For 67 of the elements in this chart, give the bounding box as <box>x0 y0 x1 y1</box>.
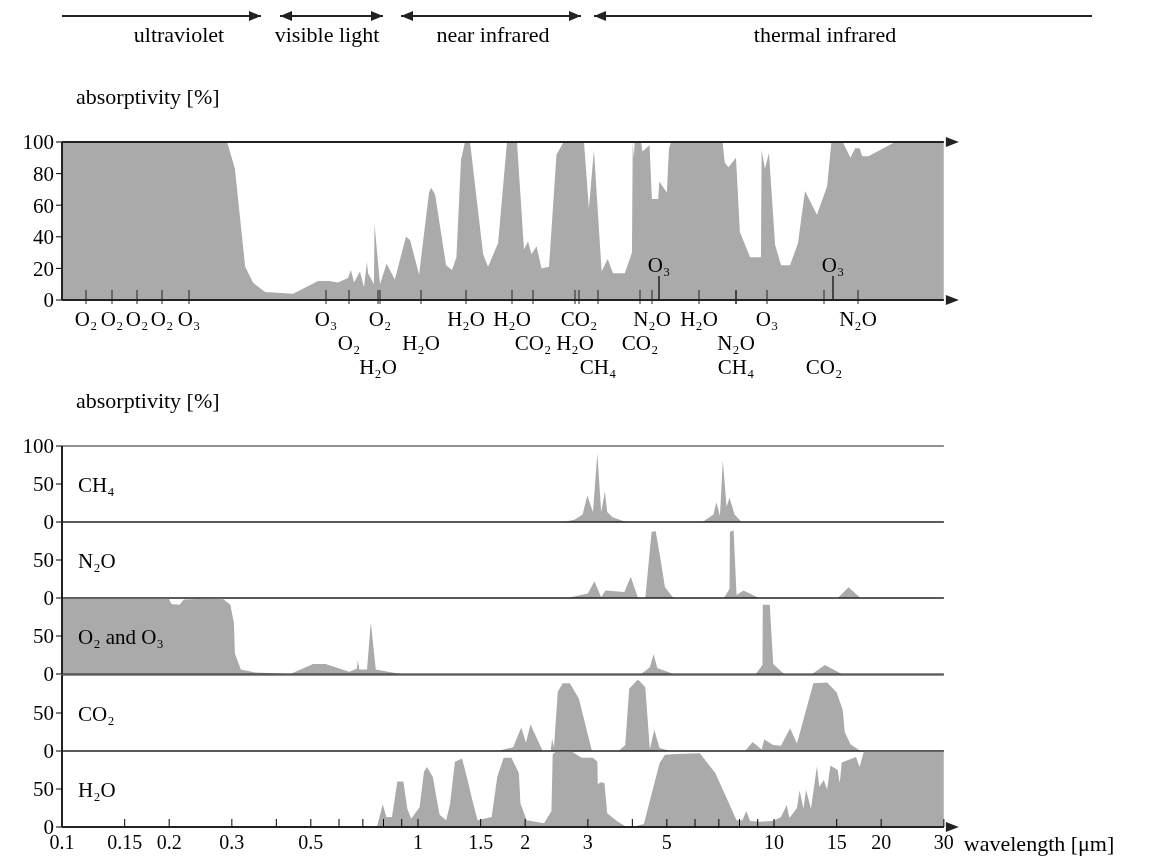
y-tick-label: 60 <box>33 193 54 218</box>
text: H₂O <box>402 331 440 355</box>
y-tick-label: 80 <box>33 162 54 187</box>
text: O₃ <box>314 307 338 331</box>
text: O₂ <box>337 331 361 355</box>
text: N₂O <box>839 307 877 331</box>
y-tick-label: 20 <box>33 256 54 281</box>
x-tick-label: 15 <box>826 831 847 853</box>
x-tick-label: 1 <box>413 831 423 853</box>
x-tick-label: 0.15 <box>107 831 143 853</box>
text: CO₂ <box>560 307 598 331</box>
y-tick-label: 0 <box>43 288 54 313</box>
y-axis-title: absorptivity [%] <box>76 84 220 110</box>
y-axis-title: absorptivity [%] <box>76 388 220 414</box>
text: ultraviolet <box>132 22 226 48</box>
y-tick-label: 50 <box>33 777 54 802</box>
text: CO₂ <box>621 331 659 355</box>
text: N₂O <box>78 549 116 573</box>
x-tick-label: 1.5 <box>468 831 494 853</box>
text: H₂O <box>493 307 531 331</box>
x-tick-label: 2 <box>520 831 531 853</box>
text: CO₂ <box>805 355 843 379</box>
text: O₂ <box>125 307 149 331</box>
text: CH₄ <box>717 355 755 379</box>
x-tick-label: 20 <box>871 831 892 853</box>
y-tick-label: 0 <box>43 662 54 687</box>
y-tick-label: 50 <box>33 472 54 497</box>
x-axis-title: wavelength [μm] <box>963 831 1115 857</box>
y-tick-label: 50 <box>33 624 54 649</box>
y-tick-label: 50 <box>33 701 54 726</box>
text: CO₂ <box>514 331 552 355</box>
text: N₂O <box>717 331 755 355</box>
text: visible light <box>273 22 381 48</box>
y-tick-label: 40 <box>33 225 54 250</box>
text: CH₄ <box>579 355 617 379</box>
text: H₂O <box>556 331 594 355</box>
text: O₂ <box>368 307 392 331</box>
text: H₂O <box>680 307 718 331</box>
annotation: O₃ <box>821 253 845 277</box>
y-tick-label: 0 <box>43 739 54 764</box>
x-tick-label: 0.2 <box>156 831 182 853</box>
x-tick-label: 0.3 <box>219 831 245 853</box>
text: CH₄ <box>78 473 115 497</box>
text: O₂ <box>150 307 174 331</box>
x-tick-label: 3 <box>582 831 593 853</box>
y-tick-label: 0 <box>43 586 54 611</box>
text: near infrared <box>435 22 551 48</box>
text: H₂O <box>78 778 116 802</box>
text: O₂ <box>100 307 124 331</box>
text: O₃ <box>755 307 779 331</box>
text: CO₂ <box>78 702 115 726</box>
annotation: O₃ <box>647 253 671 277</box>
text: O₂ <box>74 307 98 331</box>
y-tick-label: 50 <box>33 548 54 573</box>
text: N₂O <box>633 307 671 331</box>
text: H₂O <box>447 307 485 331</box>
y-tick-label: 0 <box>43 510 54 535</box>
y-tick-label: 100 <box>22 130 54 155</box>
text: H₂O <box>359 355 397 379</box>
text: O₃ <box>177 307 201 331</box>
text: thermal infrared <box>752 22 898 48</box>
x-tick-label: 30 <box>933 831 954 853</box>
y-tick-label: 100 <box>22 434 54 459</box>
x-tick-label: 0.5 <box>298 831 324 853</box>
x-tick-label: 10 <box>764 831 784 853</box>
series-label: O₂ and O₃ <box>78 625 164 649</box>
x-tick-label: 5 <box>661 831 672 853</box>
